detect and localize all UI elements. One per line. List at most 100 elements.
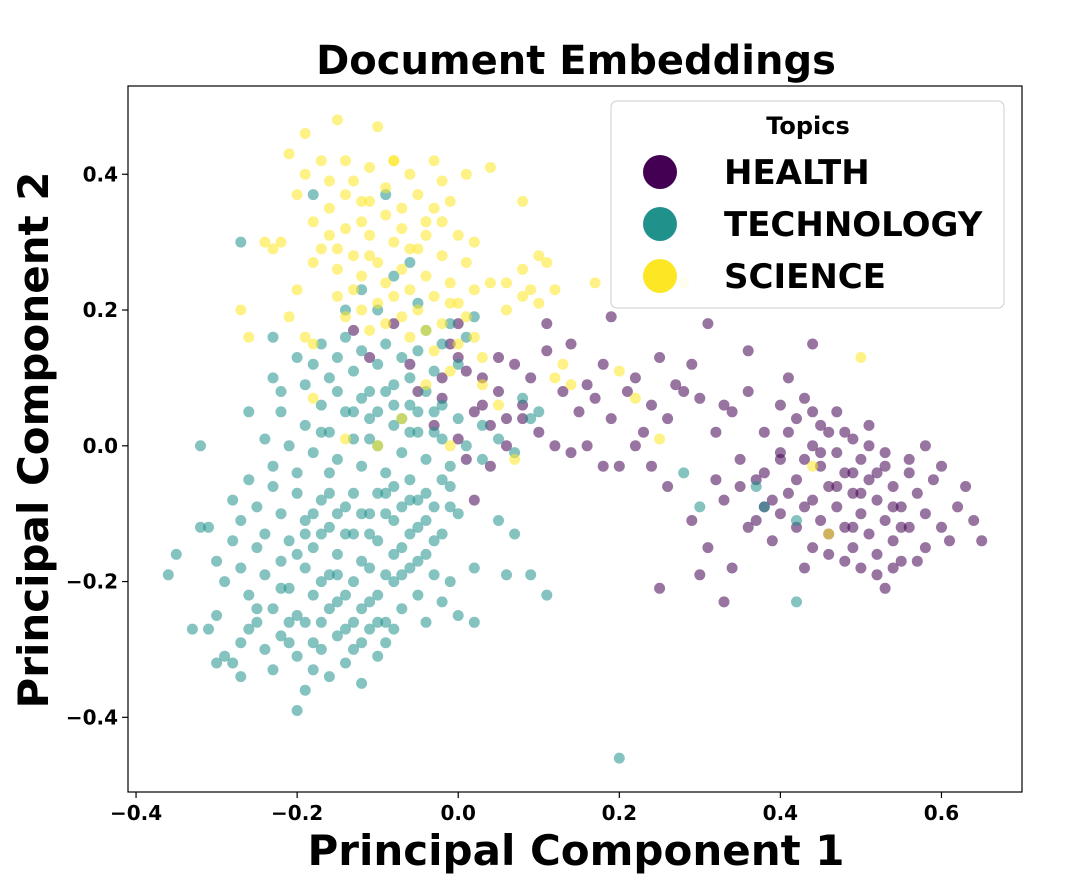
point-technology-40 — [299, 562, 311, 574]
point-health-120 — [791, 413, 802, 425]
point-health-57 — [839, 467, 851, 479]
point-science-33 — [348, 250, 359, 262]
point-science-79 — [629, 392, 641, 404]
point-science-115 — [509, 453, 521, 465]
point-health-29 — [468, 494, 480, 506]
x-tick-label: 0.6 — [924, 801, 959, 825]
point-health-102 — [807, 338, 819, 350]
point-health-59 — [855, 453, 867, 465]
point-science-42 — [420, 270, 432, 282]
point-technology-141 — [380, 338, 392, 350]
point-health-55 — [823, 481, 835, 492]
point-science-98 — [380, 209, 392, 221]
point-health-105 — [863, 440, 875, 452]
point-technology-211 — [396, 501, 408, 513]
legend-title: Topics — [766, 112, 850, 140]
point-health-151 — [581, 379, 593, 391]
point-technology-179 — [299, 616, 311, 628]
point-technology-45 — [340, 623, 351, 635]
point-science-32 — [340, 223, 351, 235]
point-technology-29 — [211, 555, 223, 567]
point-technology-151 — [460, 331, 472, 343]
point-science-113 — [823, 528, 835, 540]
point-technology-76 — [307, 542, 319, 554]
point-science-29 — [315, 243, 327, 255]
point-science-100 — [404, 243, 416, 255]
point-science-73 — [541, 257, 553, 268]
point-science-69 — [501, 304, 512, 316]
point-science-38 — [388, 236, 400, 248]
point-science-105 — [468, 236, 480, 248]
point-science-70 — [517, 263, 529, 275]
point-technology-173 — [195, 521, 206, 533]
point-science-9 — [323, 229, 335, 241]
point-health-129 — [742, 345, 754, 357]
point-technology-156 — [307, 189, 319, 201]
point-science-99 — [396, 223, 408, 235]
point-technology-88 — [404, 494, 416, 506]
point-science-39 — [396, 263, 408, 275]
point-science-101 — [420, 229, 432, 241]
point-technology-172 — [533, 406, 545, 418]
point-technology-61 — [468, 562, 480, 574]
point-health-81 — [855, 508, 867, 520]
point-health-78 — [831, 501, 843, 513]
point-health-1 — [493, 386, 504, 397]
point-health-113 — [847, 467, 859, 479]
point-technology-86 — [388, 515, 400, 526]
point-technology-81 — [348, 528, 359, 540]
point-health-45 — [718, 494, 730, 506]
point-technology-6 — [227, 657, 239, 669]
point-technology-222 — [404, 426, 416, 438]
point-science-41 — [412, 243, 424, 255]
point-technology-176 — [251, 616, 263, 628]
point-science-104 — [452, 229, 464, 241]
point-science-102 — [428, 202, 440, 214]
point-health-69 — [936, 521, 947, 533]
point-technology-80 — [340, 501, 351, 513]
point-health-132 — [670, 379, 682, 391]
x-tick-label: 0.2 — [602, 801, 637, 825]
point-technology-227 — [331, 386, 343, 397]
point-health-85 — [887, 535, 899, 547]
point-technology-1 — [170, 548, 182, 560]
point-science-76 — [565, 379, 577, 391]
point-health-37 — [718, 596, 730, 608]
point-science-37 — [380, 277, 392, 289]
point-science-106 — [501, 277, 512, 289]
point-science-103 — [436, 216, 448, 228]
point-health-110 — [799, 562, 810, 574]
point-science-64 — [452, 338, 464, 350]
point-technology-94 — [452, 508, 464, 520]
point-technology-12 — [275, 630, 287, 642]
point-science-72 — [533, 297, 545, 309]
point-technology-89 — [412, 521, 424, 533]
point-technology-219 — [380, 386, 392, 397]
point-technology-22 — [356, 677, 368, 689]
point-technology-135 — [331, 352, 343, 363]
point-technology-205 — [348, 487, 359, 499]
y-tick-label: −0.2 — [66, 570, 118, 594]
point-technology-113 — [388, 419, 400, 431]
plot-frame — [127, 85, 1023, 793]
point-health-114 — [831, 481, 843, 492]
point-technology-153 — [195, 440, 206, 452]
point-science-22 — [428, 155, 440, 167]
point-science-117 — [364, 250, 376, 262]
point-technology-41 — [307, 589, 319, 601]
point-technology-206 — [356, 508, 368, 520]
point-health-133 — [638, 426, 649, 438]
point-technology-103 — [307, 447, 319, 459]
point-technology-199 — [299, 528, 311, 540]
point-technology-48 — [364, 562, 376, 574]
point-technology-110 — [364, 413, 376, 425]
point-health-148 — [517, 413, 529, 425]
point-technology-17 — [315, 643, 327, 655]
point-science-118 — [388, 155, 400, 167]
point-technology-25 — [380, 637, 392, 649]
point-technology-67 — [235, 515, 247, 526]
point-technology-57 — [436, 596, 448, 608]
point-health-18 — [678, 386, 690, 397]
point-health-34 — [686, 515, 698, 526]
point-technology-91 — [428, 501, 440, 513]
